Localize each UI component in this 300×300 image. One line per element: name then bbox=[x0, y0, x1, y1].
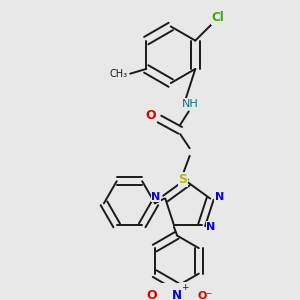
Text: N: N bbox=[151, 192, 160, 202]
Text: +: + bbox=[182, 283, 189, 292]
Text: N: N bbox=[172, 289, 182, 300]
Text: S: S bbox=[178, 173, 188, 186]
Text: O: O bbox=[146, 289, 157, 300]
Text: NH: NH bbox=[182, 99, 199, 109]
Text: O⁻: O⁻ bbox=[197, 291, 213, 300]
Text: Cl: Cl bbox=[212, 11, 224, 24]
Text: N: N bbox=[206, 222, 216, 232]
Text: O: O bbox=[146, 109, 156, 122]
Text: CH₃: CH₃ bbox=[110, 69, 128, 79]
Text: N: N bbox=[215, 192, 224, 202]
